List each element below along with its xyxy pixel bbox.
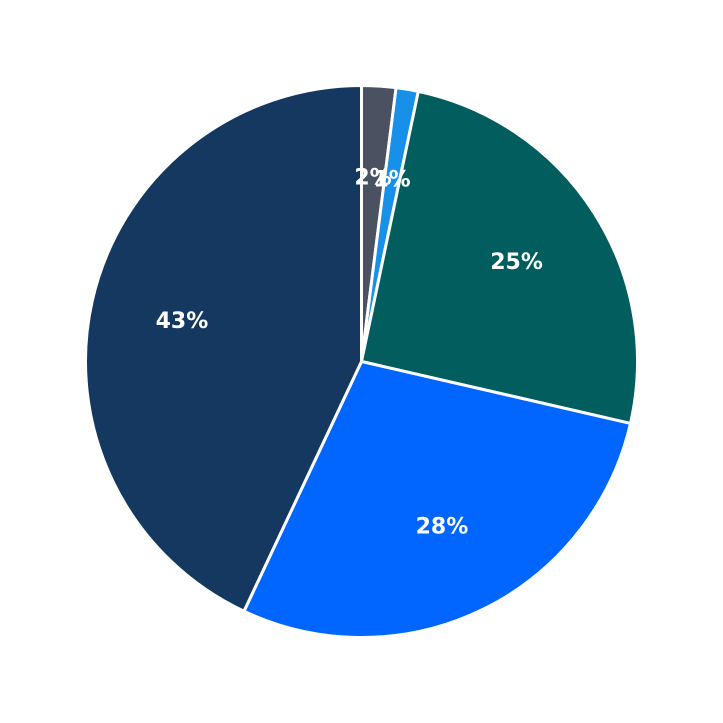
slices-layer bbox=[84, 84, 639, 639]
slice-label-25pct: 25% bbox=[490, 250, 543, 275]
pie-slice-43pct bbox=[84, 84, 363, 613]
slice-label-28pct: 28% bbox=[416, 514, 469, 539]
pie-slice-28pct bbox=[242, 360, 632, 639]
labels-layer: 2%1% 25% 28% 43% bbox=[156, 165, 543, 539]
pie-slice-25pct bbox=[360, 89, 639, 425]
slice-label-1pct: 1% bbox=[373, 168, 410, 193]
slice-label-43pct: 43% bbox=[156, 309, 209, 334]
slice-label-2pct: 2% bbox=[354, 165, 391, 190]
